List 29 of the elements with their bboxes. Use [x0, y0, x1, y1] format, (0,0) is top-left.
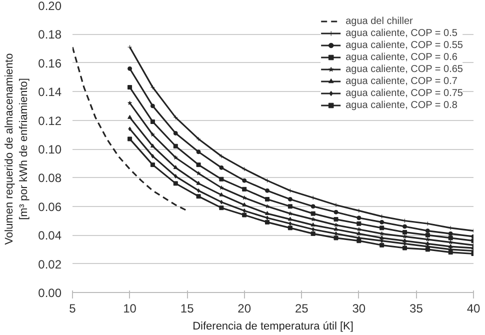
legend-label: agua caliente, COP = 0.5 — [346, 27, 458, 39]
x-tick-label: 15 — [180, 302, 194, 316]
x-tick-label: 30 — [352, 302, 366, 316]
x-tick-label: 20 — [238, 302, 252, 316]
y-tick-label: 0.20 — [38, 0, 62, 13]
y-tick-label: 0.14 — [38, 85, 62, 100]
x-axis-title: Diferencia de temperatura útil [K] — [192, 320, 354, 332]
legend-label: agua caliente, COP = 0.55 — [346, 39, 463, 51]
y-tick-label: 0.12 — [38, 114, 62, 128]
y-tick-label: 0.02 — [38, 257, 62, 272]
legend-label: agua caliente, COP = 0.6 — [346, 51, 458, 63]
legend-label: agua del chiller — [346, 15, 413, 27]
x-tick-label: 25 — [294, 302, 309, 316]
legend-label: agua caliente, COP = 0.65 — [346, 63, 463, 75]
x-tick-label: 40 — [466, 302, 480, 316]
y-tick-label: 0.04 — [38, 228, 62, 243]
y-axis-title: Volumen requerido de almacenamiento [m³ por kWh de enfriamiento] — [4, 53, 30, 245]
x-tick-label: 35 — [410, 302, 424, 316]
y-tick-label: 0.10 — [38, 142, 62, 156]
legend-label: agua caliente, COP = 0.7 — [346, 75, 458, 87]
legend-label: agua caliente, COP = 0.8 — [346, 99, 458, 111]
y-tick-label: 0.18 — [38, 28, 62, 42]
y-tick-label: 0.16 — [38, 56, 62, 70]
y-tick-label: 0.08 — [38, 171, 62, 186]
x-tick-label: 10 — [123, 302, 137, 316]
y-tick-label: 0.00 — [38, 286, 62, 300]
y-tick-label: 0.06 — [38, 200, 62, 214]
x-tick-label: 5 — [69, 302, 76, 316]
legend-label: agua caliente, COP = 0.75 — [346, 87, 463, 99]
